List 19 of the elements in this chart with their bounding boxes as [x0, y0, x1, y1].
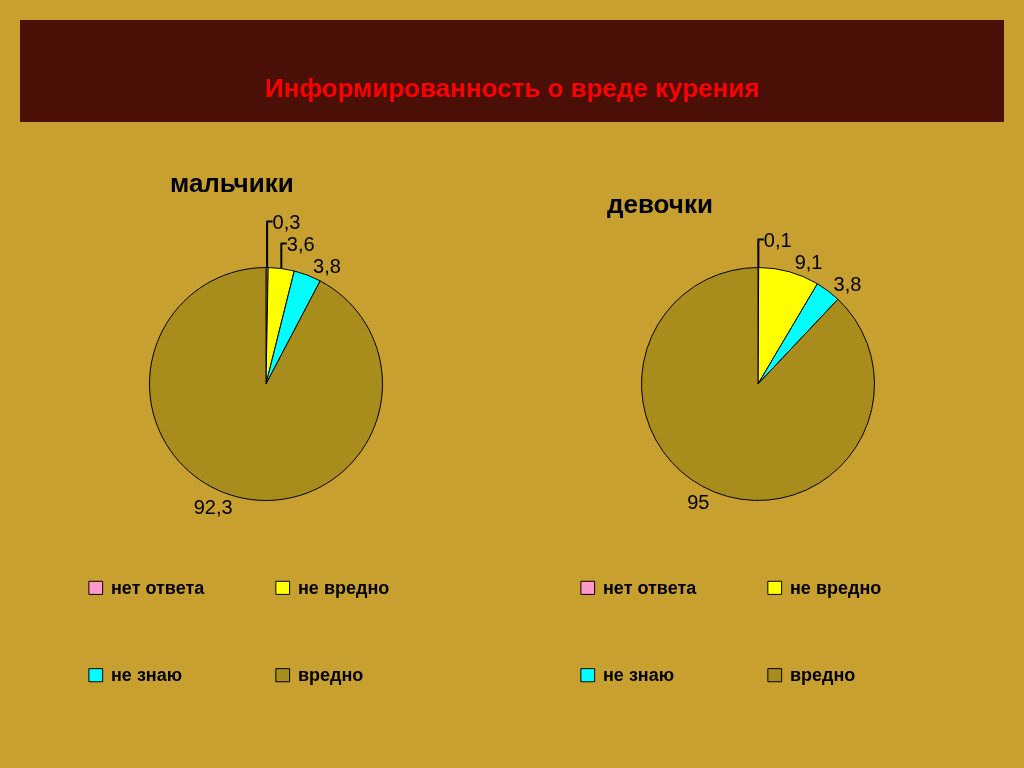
- data-label: 3,8: [313, 254, 341, 277]
- legend-label: не знаю: [111, 665, 183, 685]
- legend-label: вредно: [298, 665, 364, 685]
- data-label: 9,1: [794, 250, 823, 273]
- legend-label: не знаю: [603, 665, 675, 685]
- data-label: 0,1: [763, 228, 792, 251]
- text: Информированность о вреде курения: [265, 73, 760, 103]
- legend-label: нет ответа: [111, 578, 206, 598]
- legend-label: нет ответа: [603, 578, 698, 598]
- legend-label: вредно: [790, 665, 856, 685]
- chart-title: мальчики: [170, 168, 294, 198]
- chart-title: девочки: [607, 189, 713, 219]
- data-label: 3,8: [833, 272, 862, 295]
- data-label: 95: [687, 490, 710, 513]
- legend-label: не вредно: [790, 578, 882, 598]
- data-label: 0,3: [272, 210, 301, 233]
- legend-label: не вредно: [298, 578, 390, 598]
- data-label: 3,6: [286, 232, 315, 255]
- data-label: 92,3: [193, 496, 233, 519]
